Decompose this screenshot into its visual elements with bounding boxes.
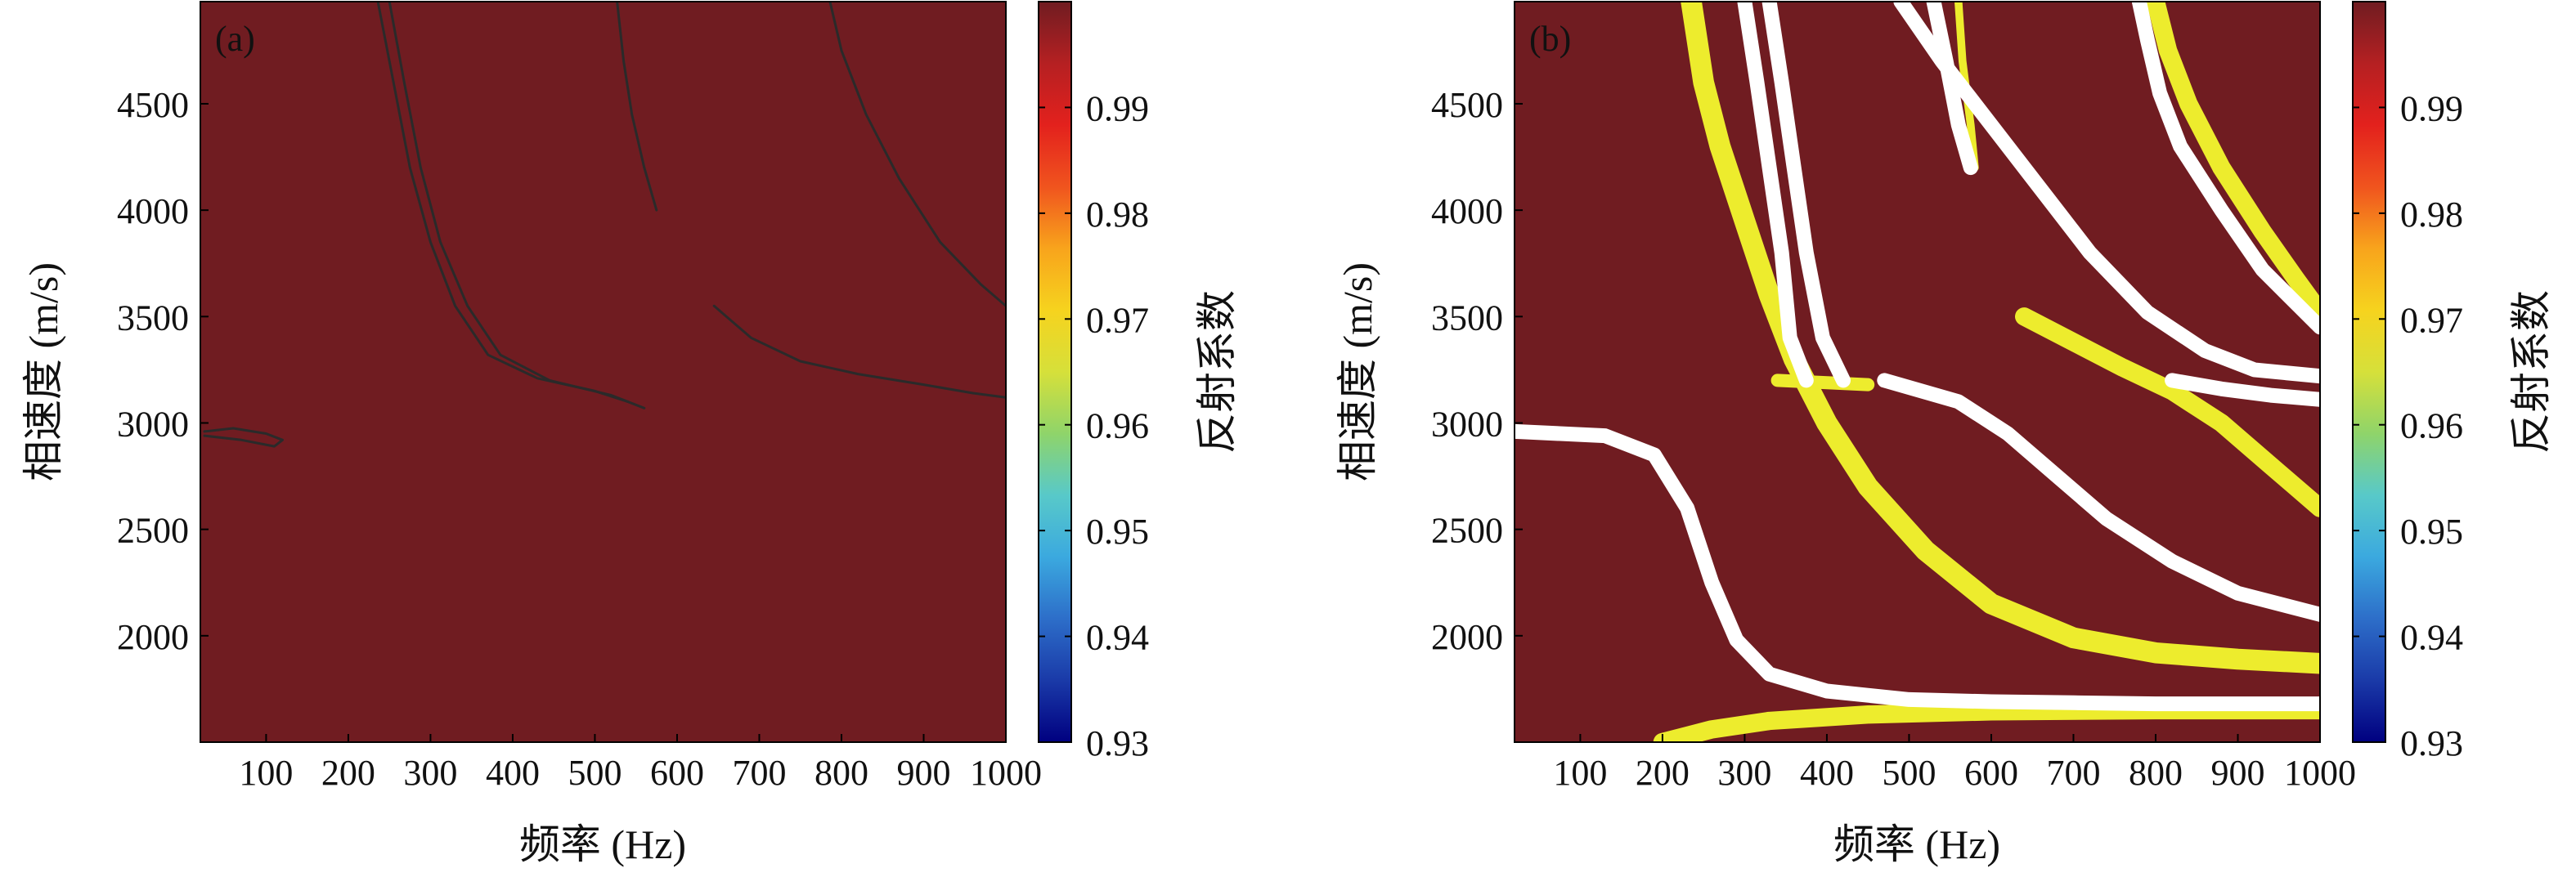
y-tick-label: 4500: [1431, 85, 1503, 125]
colorbar-tick-label: 0.98: [2400, 195, 2463, 235]
panel-b: (b) 100 200 300 400 500 600 700 800 900 1000 2000…: [1335, 1, 2554, 867]
y-tick-label: 2000: [117, 617, 189, 657]
plot-frame-a: [200, 1, 1007, 743]
colorbar-tick-label: 0.95: [1086, 512, 1149, 552]
x-tick-label: 100: [1553, 753, 1607, 793]
contour-line: [616, 2, 658, 212]
y-tick-label: 4000: [117, 191, 189, 231]
x-tick-label: 200: [1636, 753, 1690, 793]
x-tick-label: 1000: [2284, 753, 2356, 793]
y-axis-ticks-b: 2000 2500 3000 3500 4000 4500: [1431, 85, 1523, 657]
colorbar-tick-label: 0.94: [1086, 618, 1149, 658]
contour-lines-a: [203, 2, 1006, 448]
heatmap-field-a: [200, 2, 1006, 742]
colorbar-tick-label: 0.95: [2400, 512, 2463, 552]
colorbar-tick-label: 0.99: [2400, 88, 2463, 128]
white-mode-band: [1877, 373, 2320, 622]
y-tick-label: 3000: [117, 404, 189, 444]
y-tick-label: 3000: [1431, 404, 1503, 444]
x-axis-title-a: 频率 (Hz): [519, 821, 686, 867]
contour-line: [828, 2, 1006, 307]
panel-label-a: (a): [215, 19, 255, 59]
colorbar-ticks-a: 0.93 0.94 0.95 0.96 0.97 0.98 0.99: [1039, 88, 1149, 763]
y-tick-label: 4500: [117, 85, 189, 125]
colorbar-tick-label: 0.97: [1086, 300, 1149, 340]
heatmap-field-b: [1515, 2, 2320, 742]
white-mode-band: [1761, 2, 1851, 388]
mode-curves-b: [1515, 2, 2320, 742]
y-tick-label: 4000: [1431, 191, 1503, 231]
y-tick-label: 2500: [1431, 511, 1503, 551]
x-tick-label: 900: [2210, 753, 2264, 793]
yellow-mode-band: [1681, 2, 2320, 674]
panel-label-b: (b): [1529, 19, 1571, 59]
contour-line: [712, 304, 1006, 399]
x-axis-title-b: 频率 (Hz): [1833, 821, 2000, 867]
panel-a: (a) 100 200 300 400 500 600 700 800 900 1000 2000…: [20, 1, 1240, 867]
x-axis-ticks-a: 100 200 300 400 500 600 700 800 900 1000: [239, 734, 1042, 793]
contour-line: [203, 427, 284, 448]
y-axis-title-b: 相速度 (m/s): [1335, 262, 1380, 481]
colorbar-tick-label: 0.93: [1086, 723, 1149, 763]
colorbar-a: [1038, 1, 1072, 743]
x-tick-label: 1000: [970, 753, 1042, 793]
x-tick-label: 300: [1717, 753, 1771, 793]
white-mode-band: [2165, 373, 2320, 407]
colorbar-tick-label: 0.96: [2400, 406, 2463, 446]
x-tick-label: 400: [486, 753, 540, 793]
x-tick-label: 600: [650, 753, 704, 793]
y-tick-label: 2000: [1431, 617, 1503, 657]
x-tick-label: 100: [239, 753, 293, 793]
colorbar-ticks-b: 0.93 0.94 0.95 0.96 0.97 0.98 0.99: [2353, 88, 2463, 763]
plot-frame-b: [1514, 1, 2321, 743]
yellow-mode-band: [1770, 374, 1875, 392]
contour-line: [388, 2, 646, 409]
y-axis-ticks-a: 2000 2500 3000 3500 4000 4500: [117, 85, 209, 657]
white-mode-band: [2131, 2, 2320, 335]
colorbar-tick-label: 0.96: [1086, 406, 1149, 446]
x-tick-label: 300: [403, 753, 457, 793]
colorbar-b: [2352, 1, 2386, 743]
colorbar-tick-label: 0.98: [1086, 195, 1149, 235]
x-tick-label: 500: [1882, 753, 1936, 793]
colorbar-tick-label: 0.93: [2400, 723, 2463, 763]
white-mode-band: [1893, 2, 2320, 384]
y-tick-label: 2500: [117, 511, 189, 551]
y-tick-label: 3500: [1431, 298, 1503, 338]
x-tick-label: 700: [2046, 753, 2100, 793]
y-tick-label: 3500: [117, 298, 189, 338]
x-tick-label: 600: [1964, 753, 2018, 793]
colorbar-label-b: 反射系数: [2508, 290, 2554, 454]
x-axis-ticks-b: 100 200 300 400 500 600 700 800 900 1000: [1553, 734, 2356, 793]
colorbar-tick-label: 0.99: [1086, 88, 1149, 128]
white-mode-band: [1926, 2, 1978, 176]
x-tick-label: 200: [321, 753, 375, 793]
x-tick-label: 900: [896, 753, 950, 793]
colorbar-tick-label: 0.94: [2400, 618, 2463, 658]
yellow-mode-band: [2015, 307, 2320, 517]
colorbar-tick-label: 0.97: [2400, 300, 2463, 340]
x-tick-label: 800: [815, 753, 868, 793]
colorbar-label-a: 反射系数: [1194, 290, 1240, 454]
yellow-mode-band: [2146, 2, 2320, 322]
x-tick-label: 700: [732, 753, 786, 793]
x-tick-label: 400: [1800, 753, 1854, 793]
white-mode-band: [1515, 423, 2320, 712]
white-mode-band: [1737, 2, 1814, 388]
x-tick-label: 500: [568, 753, 622, 793]
y-axis-title-a: 相速度 (m/s): [20, 262, 66, 481]
x-tick-label: 800: [2129, 753, 2183, 793]
